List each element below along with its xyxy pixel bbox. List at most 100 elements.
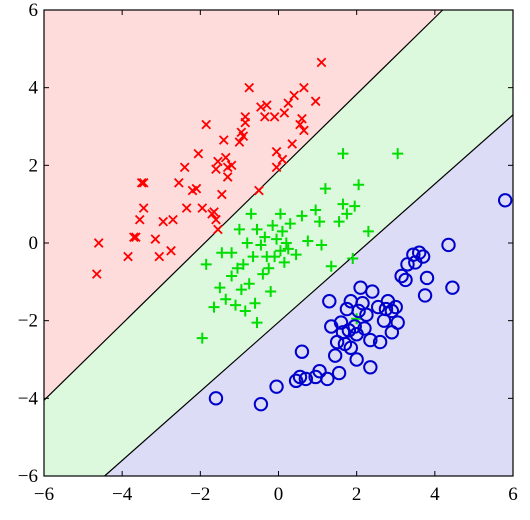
y-tick-label: 2 — [29, 155, 39, 176]
point-circle — [253, 396, 269, 412]
point-plus — [269, 251, 281, 263]
point-plus — [325, 260, 337, 272]
point-x — [211, 214, 221, 225]
point-x — [254, 185, 264, 196]
point-plus — [267, 220, 279, 232]
point-x — [226, 160, 237, 171]
x-tick-label: −2 — [190, 484, 210, 505]
point-circle — [372, 334, 388, 350]
point-plus — [280, 237, 292, 249]
point-x — [213, 224, 223, 235]
point-x — [138, 203, 149, 213]
y-tick-label: −2 — [18, 311, 38, 332]
point-circle — [312, 363, 327, 379]
point-x — [240, 117, 251, 128]
point-circle — [415, 249, 431, 264]
x-tick-label: 4 — [430, 484, 440, 505]
point-circle — [390, 315, 405, 330]
point-plus — [247, 251, 259, 263]
point-circle — [365, 284, 380, 299]
point-x — [234, 137, 245, 147]
point-circle — [327, 348, 343, 363]
point-plus — [243, 278, 255, 290]
point-plus — [237, 258, 249, 270]
point-plus — [214, 282, 226, 294]
point-x — [197, 203, 208, 213]
point-plus — [257, 268, 269, 280]
point-plus — [226, 270, 238, 282]
point-plus — [220, 293, 232, 305]
point-x — [150, 234, 161, 244]
data-points — [91, 57, 513, 412]
point-x — [166, 245, 176, 256]
point-x — [154, 251, 165, 262]
series-3 — [208, 193, 513, 412]
y-tick-label: 6 — [29, 0, 39, 21]
point-plus — [284, 218, 296, 230]
point-circle — [378, 301, 394, 317]
point-plus — [315, 239, 327, 251]
point-circle — [322, 294, 337, 309]
point-circle — [298, 371, 314, 387]
point-circle — [292, 369, 308, 385]
point-plus — [337, 198, 349, 210]
point-circle — [384, 303, 400, 319]
point-x — [193, 148, 204, 159]
point-x — [168, 214, 178, 225]
point-x — [213, 156, 223, 167]
point-x — [299, 82, 309, 93]
point-circle — [269, 379, 284, 394]
point-x — [131, 232, 141, 243]
point-x — [310, 96, 321, 107]
y-tick-label: 4 — [29, 78, 39, 99]
point-circle — [333, 315, 349, 330]
point-circle — [294, 344, 310, 359]
point-x — [174, 177, 184, 188]
point-plus — [278, 256, 290, 268]
point-plus — [249, 297, 261, 309]
series-1 — [91, 57, 327, 279]
point-circle — [398, 272, 413, 288]
point-circle — [349, 352, 364, 367]
point-x — [181, 203, 192, 213]
point-x — [91, 269, 102, 279]
point-plus — [251, 317, 263, 329]
point-plus — [349, 200, 361, 212]
point-plus — [200, 258, 212, 270]
point-plus — [235, 284, 247, 296]
point-x — [222, 172, 233, 182]
point-plus — [347, 253, 359, 265]
point-plus — [341, 208, 353, 220]
point-x — [269, 111, 280, 122]
y-tick-label: −6 — [18, 466, 38, 487]
point-x — [279, 108, 290, 118]
point-circle — [363, 360, 378, 375]
point-plus — [251, 223, 263, 235]
point-circle — [331, 365, 347, 381]
tick-labels: −6−6 −4 −4 −2 −2 0 0 2 2 4 4 6 6 — [18, 0, 518, 505]
point-plus — [353, 179, 365, 191]
point-x — [93, 238, 104, 248]
y-tick-label: 0 — [29, 233, 39, 254]
point-circle — [419, 270, 435, 286]
point-x — [299, 125, 309, 136]
point-x — [220, 152, 231, 163]
point-x — [191, 183, 202, 194]
point-circle — [343, 340, 359, 356]
point-plus — [392, 148, 404, 160]
point-circle — [208, 391, 224, 406]
point-plus — [241, 237, 253, 249]
point-circle — [441, 237, 456, 253]
point-x — [287, 139, 298, 149]
y-tick-label: −4 — [18, 388, 39, 409]
point-x — [297, 113, 307, 124]
point-plus — [239, 305, 251, 317]
series-2 — [196, 148, 404, 344]
point-circle — [497, 193, 513, 208]
point-x — [295, 119, 305, 130]
point-plus — [255, 239, 267, 251]
point-plus — [337, 148, 349, 160]
point-plus — [276, 225, 288, 237]
point-x — [138, 177, 149, 188]
